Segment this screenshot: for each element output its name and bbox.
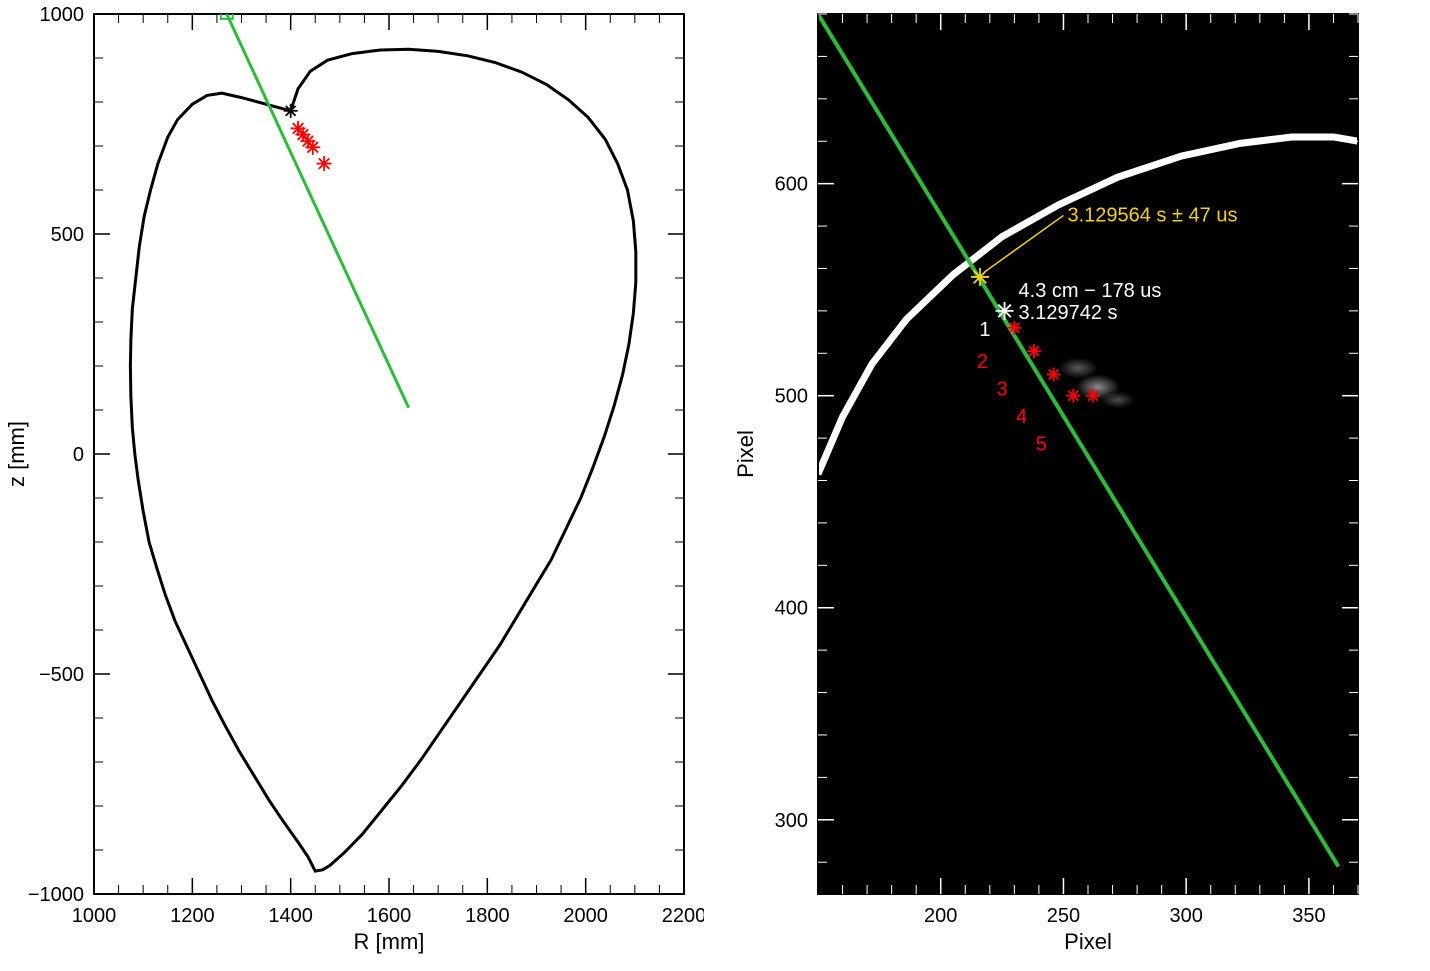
- right-ylabel: Pixel: [733, 430, 758, 478]
- left-plot: 1000 1200 1400 1600 1800 2000 2200 −1000 −500 0 5…: [4, 4, 704, 967]
- svg-text:2200: 2200: [662, 905, 704, 927]
- svg-text:3.129564 s ± 47 us: 3.129564 s ± 47 us: [1067, 204, 1237, 226]
- svg-text:400: 400: [775, 598, 808, 620]
- svg-text:1400: 1400: [268, 905, 313, 927]
- svg-text:300: 300: [1169, 905, 1202, 927]
- svg-text:250: 250: [1047, 905, 1080, 927]
- svg-text:5: 5: [1036, 433, 1047, 455]
- svg-text:2: 2: [977, 351, 988, 373]
- svg-text:−500: −500: [39, 664, 84, 686]
- svg-text:500: 500: [775, 386, 808, 408]
- svg-text:0: 0: [73, 444, 84, 466]
- svg-text:1000: 1000: [72, 905, 117, 927]
- svg-text:300: 300: [775, 810, 808, 832]
- svg-text:−1000: −1000: [28, 884, 84, 906]
- svg-text:3.129742 s: 3.129742 s: [1019, 302, 1118, 324]
- svg-text:3: 3: [997, 378, 1008, 400]
- left-xlabel: R [mm]: [354, 929, 425, 954]
- left-svg: 1000 1200 1400 1600 1800 2000 2200 −1000 −500 0 5…: [4, 4, 704, 964]
- svg-text:1600: 1600: [367, 905, 412, 927]
- left-axes-box: [94, 14, 684, 894]
- svg-text:350: 350: [1292, 905, 1325, 927]
- svg-text:1000: 1000: [40, 4, 85, 26]
- svg-text:500: 500: [51, 224, 84, 246]
- right-svg: 3.129564 s ± 47 us 4.3 cm − 178 us3.1297…: [728, 4, 1398, 964]
- svg-text:2000: 2000: [563, 905, 608, 927]
- svg-text:1800: 1800: [465, 905, 510, 927]
- svg-text:1: 1: [979, 319, 990, 341]
- right-xlabel: Pixel: [1064, 929, 1112, 954]
- right-plot: 3.129564 s ± 47 us 4.3 cm − 178 us3.1297…: [728, 4, 1398, 967]
- svg-text:4.3 cm − 178 us: 4.3 cm − 178 us: [1019, 280, 1162, 302]
- svg-text:200: 200: [924, 905, 957, 927]
- left-ylabel: z [mm]: [4, 421, 29, 487]
- svg-text:600: 600: [775, 174, 808, 196]
- svg-text:1200: 1200: [170, 905, 215, 927]
- svg-text:4: 4: [1016, 406, 1027, 428]
